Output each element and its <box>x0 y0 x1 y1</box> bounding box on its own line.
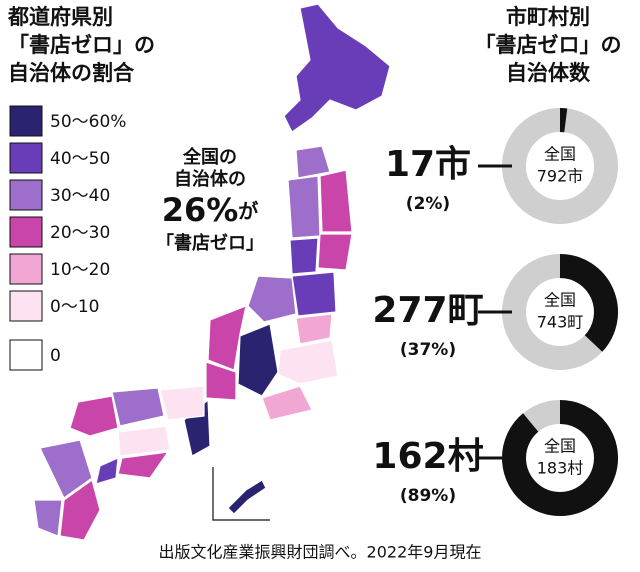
donut-share <box>559 254 618 352</box>
donut-total: 全国 <box>544 145 576 164</box>
legend-label: 0 <box>50 346 61 366</box>
japan-map <box>33 3 391 541</box>
legend-label: 30〜40 <box>50 186 110 206</box>
region <box>319 169 353 233</box>
callout-highlight: 26%が <box>162 191 259 229</box>
donut-count: 162村 <box>372 436 483 477</box>
legend-label: 0〜10 <box>50 297 99 317</box>
region <box>33 499 63 537</box>
donut-share-label: (37%) <box>400 340 456 360</box>
legend-swatch <box>9 253 43 285</box>
title-line: 自治体数 <box>506 61 591 85</box>
title-line: 都道府県別 <box>7 5 113 29</box>
donut-share-label: (2%) <box>406 194 450 214</box>
inset-frame <box>212 467 270 521</box>
region <box>111 387 165 427</box>
legend-label: 50〜60% <box>50 112 126 132</box>
legend-swatch <box>9 142 43 174</box>
legend-swatch <box>9 339 43 371</box>
legend-swatch <box>9 105 43 137</box>
legend-swatch <box>9 179 43 211</box>
region <box>247 275 297 323</box>
legend-label: 40〜50 <box>50 149 110 169</box>
title-line: 「書店ゼロ」の <box>475 33 622 57</box>
legend-label: 20〜30 <box>50 223 110 243</box>
region <box>205 361 237 401</box>
legend-swatch <box>9 290 43 322</box>
donut-total: 全国 <box>544 437 576 456</box>
donut-total: 全国 <box>544 291 576 310</box>
highlight-value: 26% <box>162 191 239 229</box>
region <box>95 457 119 485</box>
region <box>289 237 319 275</box>
region <box>59 479 101 541</box>
region <box>159 385 205 421</box>
region <box>261 385 313 421</box>
highlight-suffix: が <box>238 199 258 223</box>
region <box>117 451 169 479</box>
region <box>227 479 267 515</box>
donut-total: 792市 <box>537 167 584 186</box>
title-line: 「書店ゼロ」の <box>8 33 155 57</box>
legend-label: 10〜20 <box>50 260 110 280</box>
callout-line: 全国の <box>182 146 237 168</box>
region <box>207 305 247 371</box>
donut-share-label: (89%) <box>400 486 456 506</box>
region <box>295 313 333 345</box>
region <box>317 233 353 271</box>
callout-line: 「書店ゼロ」 <box>156 232 264 254</box>
title-line: 市町村別 <box>506 5 590 29</box>
region <box>283 3 391 133</box>
source: 出版文化産業振興財団調べ。2022年9月現在 <box>159 543 482 562</box>
region <box>237 323 279 397</box>
donut-share <box>502 400 618 516</box>
donut-count: 17市 <box>385 144 471 185</box>
region <box>287 175 321 239</box>
callout-line: 自治体の <box>174 168 246 190</box>
region <box>295 145 331 179</box>
region <box>117 425 171 457</box>
region <box>69 395 119 437</box>
region <box>39 439 93 499</box>
donut-total: 183村 <box>537 459 584 478</box>
donut-count: 277町 <box>372 290 483 331</box>
title-line: 自治体の割合 <box>8 61 135 85</box>
donut-total: 743町 <box>537 313 584 332</box>
region <box>291 271 337 317</box>
region <box>277 339 339 385</box>
legend-swatch <box>9 216 43 248</box>
